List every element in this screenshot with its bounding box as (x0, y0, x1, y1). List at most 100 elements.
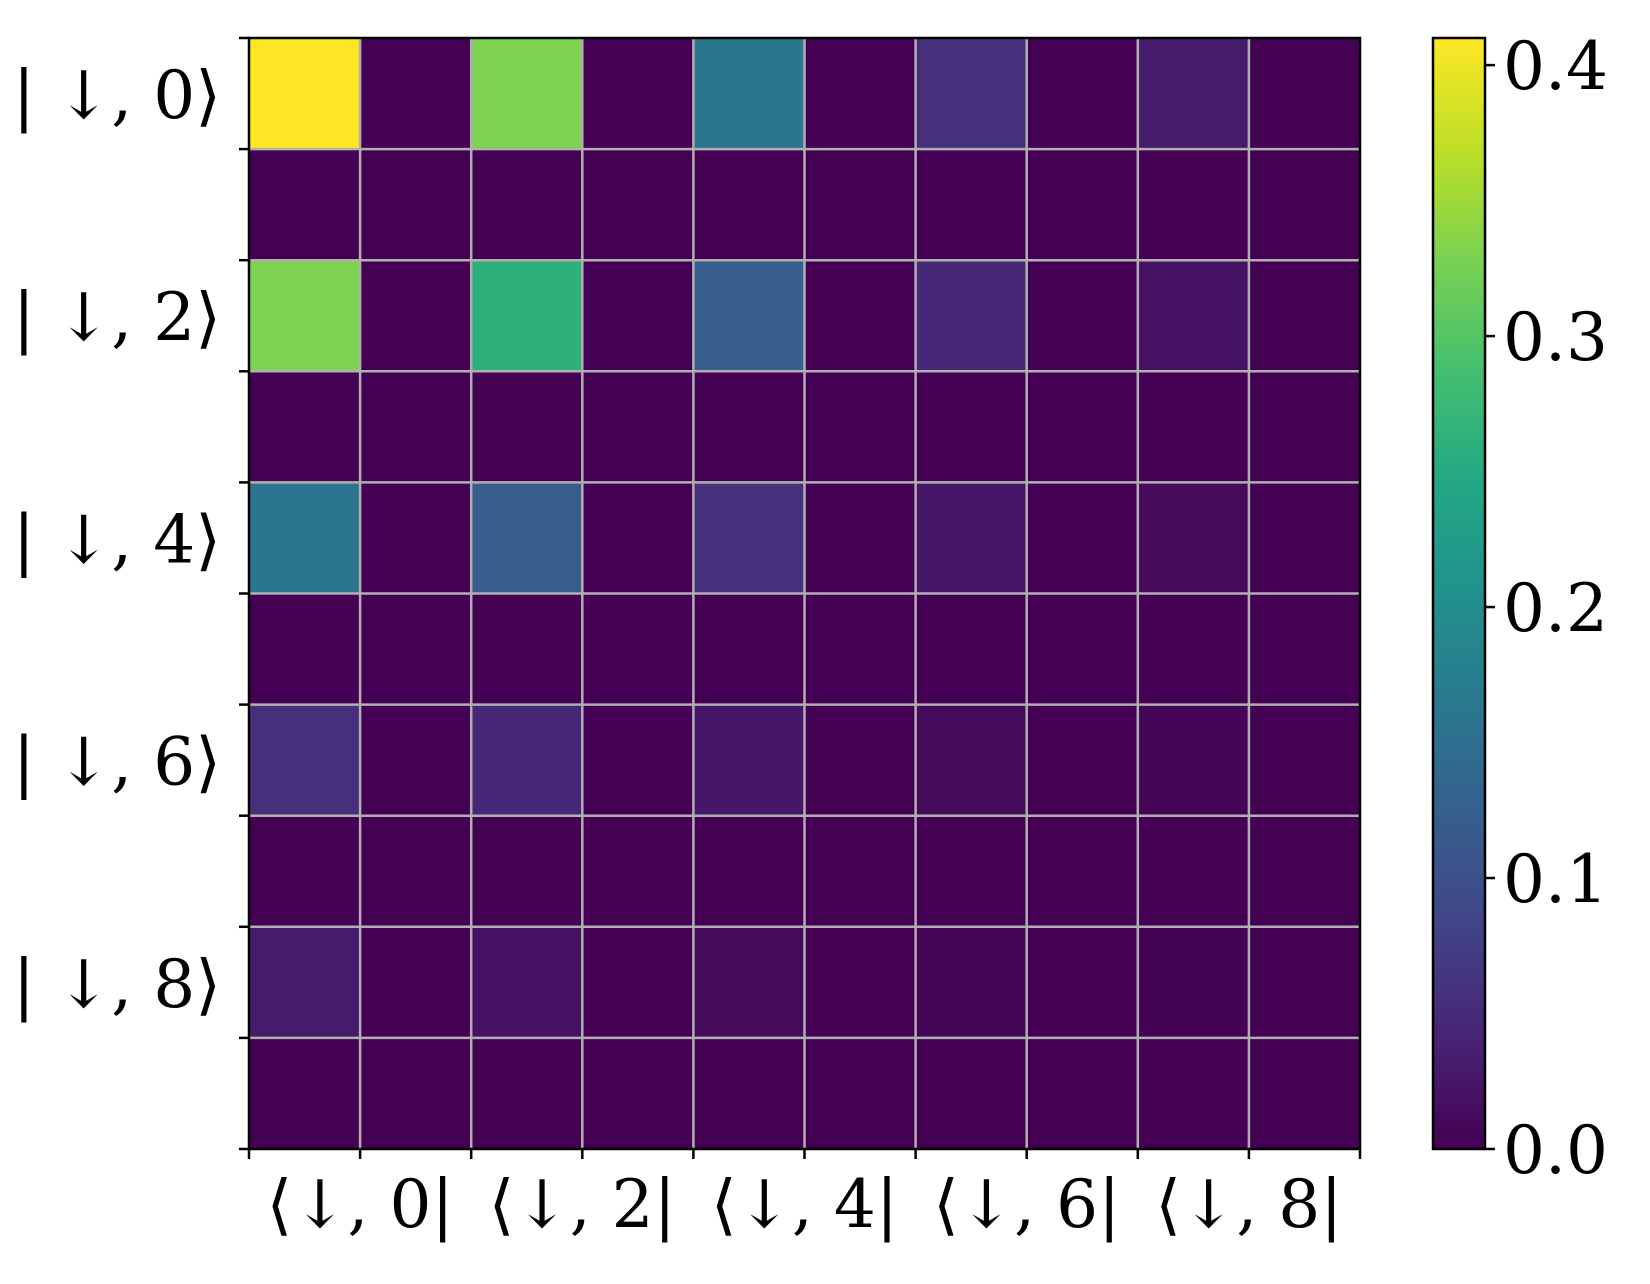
heatmap-cell (1026, 593, 1139, 706)
heatmap-cell (804, 926, 917, 1039)
heatmap-cell (1248, 1037, 1361, 1150)
y-tick-label: | ↓, 0⟩ (13, 57, 221, 134)
heatmap-cell (249, 260, 361, 372)
heatmap-cell (1248, 593, 1361, 706)
colorbar (1431, 36, 1487, 1151)
heatmap-cell (1248, 371, 1361, 483)
heatmap-cell (582, 38, 694, 150)
y-axis-ticks: | ↓, 0⟩ | ↓, 2⟩ | ↓, 4⟩ | ↓, 6⟩ | ↓, 8⟩ (13, 36, 249, 1151)
heatmap-cell (249, 926, 361, 1039)
heatmap-cell (693, 704, 805, 817)
heatmap-cell (582, 815, 694, 928)
colorbar-tick-label: 0.4 (1503, 28, 1608, 105)
x-tick-label: ⟨↓, 2| (489, 1166, 676, 1243)
heatmap-cell (471, 593, 583, 706)
heatmap-cell (582, 260, 694, 372)
x-tick-label: ⟨↓, 0| (266, 1166, 453, 1243)
y-tick-label: | ↓, 4⟩ (13, 501, 221, 578)
heatmap-cell (360, 1037, 472, 1150)
heatmap-cell (693, 482, 805, 594)
heatmap-cell (582, 1037, 694, 1150)
heatmap-cell (915, 704, 1028, 817)
heatmap-cell (1248, 149, 1361, 261)
heatmap-cell (915, 593, 1028, 706)
heatmap-cell (249, 1037, 361, 1150)
heatmap-cell (360, 926, 472, 1039)
heatmap-cell (915, 1037, 1028, 1150)
heatmap-cell (471, 704, 583, 817)
heatmap-cell (582, 926, 694, 1039)
heatmap-cell (1137, 1037, 1250, 1150)
heatmap-cell (249, 38, 361, 150)
heatmap-cell (360, 482, 472, 594)
heatmap-cell (1026, 38, 1139, 150)
heatmap-cell (249, 371, 361, 483)
y-tick-label: | ↓, 8⟩ (13, 946, 221, 1023)
heatmap-cell (471, 371, 583, 483)
heatmap-cell (360, 371, 472, 483)
heatmap-cell (249, 704, 361, 817)
heatmap-cell (1248, 704, 1361, 817)
heatmap-cell (471, 926, 583, 1039)
heatmap-cell (804, 815, 917, 928)
heatmap-cell (360, 260, 472, 372)
heatmap-cell (915, 260, 1028, 372)
heatmap-cell (582, 704, 694, 817)
colorbar-tick-label: 0.1 (1503, 841, 1608, 918)
heatmap-cell (360, 593, 472, 706)
colorbar-ticks: 0.0 0.1 0.2 0.3 0.4 (1485, 28, 1608, 1189)
grid-lines (249, 38, 1360, 1149)
heatmap-cell (360, 149, 472, 261)
heatmap-cell (693, 1037, 805, 1150)
heatmap-cell (915, 149, 1028, 261)
y-tick-label: | ↓, 6⟩ (13, 724, 221, 801)
x-axis-ticks: ⟨↓, 0| ⟨↓, 2| ⟨↓, 4| ⟨↓, 6| ⟨↓, 8| (247, 1149, 1362, 1243)
colorbar-tick-label: 0.3 (1503, 299, 1608, 376)
heatmap-cells (249, 38, 1361, 1150)
heatmap-cell (1026, 482, 1139, 594)
heatmap-cell (1137, 704, 1250, 817)
heatmap-cell (360, 704, 472, 817)
heatmap-cell (1026, 1037, 1139, 1150)
heatmap-cell (471, 482, 583, 594)
heatmap-cell (693, 149, 805, 261)
heatmap-cell (1026, 149, 1139, 261)
heatmap-cell (804, 38, 917, 150)
heatmap-cell (471, 149, 583, 261)
heatmap-cell (693, 38, 805, 150)
heatmap-cell (915, 926, 1028, 1039)
heatmap-cell (1137, 38, 1250, 150)
heatmap-cell (360, 815, 472, 928)
heatmap-cell (471, 815, 583, 928)
heatmap-cell (693, 260, 805, 372)
heatmap-cell (1137, 482, 1250, 594)
heatmap-cell (471, 260, 583, 372)
heatmap-cell (1026, 926, 1139, 1039)
heatmap-cell (249, 482, 361, 594)
heatmap-cell (582, 149, 694, 261)
colorbar-tick-label: 0.0 (1503, 1112, 1608, 1189)
heatmap-cell (915, 38, 1028, 150)
heatmap-cell (1026, 371, 1139, 483)
heatmap-cell (804, 371, 917, 483)
heatmap-cell (1248, 926, 1361, 1039)
heatmap-cell (471, 1037, 583, 1150)
heatmap-cell (1248, 38, 1361, 150)
heatmap-cell (1137, 371, 1250, 483)
heatmap-cell (1137, 149, 1250, 261)
x-tick-label: ⟨↓, 8| (1155, 1166, 1342, 1243)
heatmap-cell (1248, 260, 1361, 372)
heatmap-cell (1137, 260, 1250, 372)
heatmap-cell (693, 371, 805, 483)
heatmap-cell (693, 593, 805, 706)
heatmap-cell (1137, 926, 1250, 1039)
heatmap-cell (1248, 815, 1361, 928)
heatmap-cell (249, 149, 361, 261)
heatmap-cell (582, 371, 694, 483)
x-tick-label: ⟨↓, 6| (933, 1166, 1120, 1243)
heatmap-cell (471, 38, 583, 150)
heatmap-cell (915, 482, 1028, 594)
heatmap-cell (1026, 260, 1139, 372)
